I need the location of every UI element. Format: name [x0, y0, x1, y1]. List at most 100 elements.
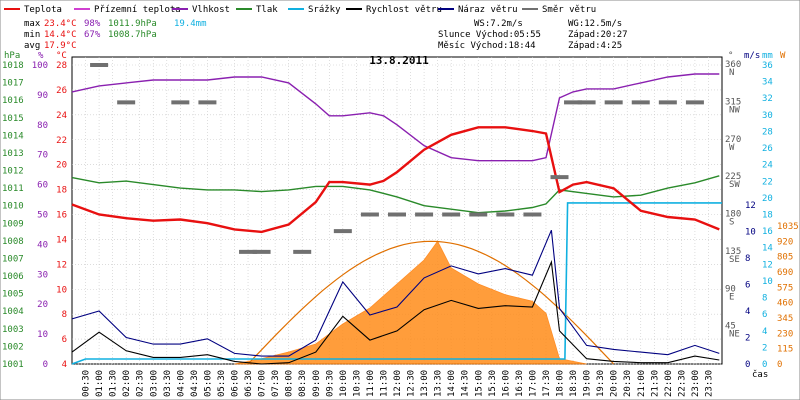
- x-tick-label: 13:30: [434, 370, 444, 397]
- y-tick-mm: 32: [762, 94, 773, 104]
- y-tick-hpa: 1013: [2, 149, 24, 159]
- x-tick-label: 19:00: [583, 370, 593, 397]
- y-tick-mm: 0: [762, 360, 767, 370]
- x-tick-label: 16:30: [515, 370, 525, 397]
- x-tick-label: 16:00: [501, 370, 511, 397]
- y-tick-hpa: 1011: [2, 184, 24, 194]
- stats-min-press: 1008.7hPa: [108, 30, 157, 40]
- y-tick-deg: 90: [725, 284, 736, 294]
- x-tick-label: 08:00: [285, 370, 295, 397]
- y-tick-mm: 34: [762, 78, 773, 88]
- stats-max-rain: 19.4mm: [174, 19, 207, 29]
- x-tick-label: 17:00: [528, 370, 538, 397]
- y-tick-w: 575: [777, 283, 793, 293]
- series-direction-mark: [496, 212, 515, 217]
- y-tick-c: 6: [62, 335, 67, 345]
- y-tick-c: 10: [56, 285, 67, 295]
- x-tick-label: 05:30: [217, 370, 227, 397]
- y-tick-ms: 12: [745, 201, 756, 211]
- legend-label-rychlost: Rychlost větru: [366, 5, 442, 15]
- series-direction-mark: [685, 100, 704, 105]
- series-direction-mark: [388, 212, 406, 217]
- x-tick-label: 13:00: [420, 370, 430, 397]
- y-tick-pct: 20: [37, 300, 48, 310]
- y-tick-deg: 315: [725, 97, 741, 107]
- stats-max-temp: 23.4°C: [44, 19, 77, 29]
- y-tick-w: 345: [777, 314, 793, 324]
- series-direction-mark: [117, 100, 136, 105]
- legend-label-prizemni: Přízemní teplota: [94, 5, 181, 15]
- legend: Teplota Přízemní teplota Vlhkost Tlak Sr…: [4, 5, 596, 15]
- y-tick-w: 920: [777, 237, 793, 247]
- y-tick-pct: 10: [37, 330, 48, 340]
- x-tick-label: 05:00: [203, 370, 213, 397]
- series-direction-mark: [631, 100, 650, 105]
- x-tick-label: 10:30: [352, 370, 362, 397]
- series-direction-mark: [415, 212, 434, 217]
- stats-avg-label: avg: [24, 41, 40, 51]
- y-tick-deg: 45: [725, 322, 736, 332]
- y-tick-pct: 90: [37, 91, 48, 101]
- info-ws: WS:7.2m/s: [474, 19, 523, 29]
- y-tick-c: 14: [56, 235, 67, 245]
- series-direction-mark: [658, 100, 677, 105]
- x-tick-label: 03:30: [163, 370, 173, 397]
- y-tick-ms: 10: [745, 228, 756, 238]
- x-tick-label: 01:00: [95, 370, 105, 397]
- series-wind-line: [71, 259, 720, 365]
- axis-units: hPa % °C ° m/s mm W: [4, 51, 786, 61]
- y-tick-mm: 16: [762, 227, 773, 237]
- axis-unit-c: °C: [56, 51, 67, 61]
- series-layer: [71, 63, 722, 365]
- wind-sun-info: WS:7.2m/s WG:12.5m/s Slunce Východ:05:55…: [438, 19, 628, 51]
- x-tick-label: 15:30: [488, 370, 498, 397]
- y-tick-mm: 20: [762, 194, 773, 204]
- x-tick-label: 14:30: [461, 370, 471, 397]
- axis-unit-hpa: hPa: [4, 51, 20, 61]
- y-tick-pct: 70: [37, 151, 48, 161]
- legend-label-smer: Směr větru: [542, 5, 596, 15]
- series-sun-curve: [247, 240, 615, 365]
- y-tick-ms: 0: [745, 360, 750, 370]
- x-tick-label: 21:30: [650, 370, 660, 397]
- x-tick-label: 01:30: [109, 370, 119, 397]
- x-tick-label: 04:30: [190, 370, 200, 397]
- y-tick-hpa: 1018: [2, 61, 24, 71]
- info-moon-set: Západ:4:25: [568, 41, 622, 51]
- y-tick-w: 805: [777, 253, 793, 263]
- stats-max-label: max: [24, 19, 41, 29]
- y-tick-hpa: 1004: [2, 307, 24, 317]
- x-tick-label: 22:00: [664, 370, 674, 397]
- y-tick-deg: 270: [725, 135, 741, 145]
- y-tick-mm: 4: [762, 327, 767, 337]
- y-tick-ms: 4: [745, 307, 750, 317]
- x-tick-label: 08:30: [298, 370, 308, 397]
- y-tick-hpa: 1017: [2, 79, 24, 89]
- y-tick-mm: 26: [762, 144, 773, 154]
- x-tick-label: 18:00: [556, 370, 566, 397]
- y-tick-mm: 22: [762, 177, 773, 187]
- x-tick-label: 20:30: [623, 370, 633, 397]
- stats-max-press: 1011.9hPa: [108, 19, 157, 29]
- y-tick-mm: 24: [762, 161, 773, 171]
- x-tick-label: 11:00: [366, 370, 376, 397]
- y-tick-dir: N: [729, 68, 734, 78]
- x-tick-label: 19:30: [596, 370, 606, 397]
- series-direction-mark: [604, 100, 623, 105]
- series-direction-mark: [252, 249, 271, 254]
- x-tick-label: 12:30: [407, 370, 417, 397]
- series-direction-mark: [469, 212, 488, 217]
- x-axis-label: čas: [752, 369, 768, 380]
- y-tick-mm: 6: [762, 310, 767, 320]
- series-pressure-line: [71, 175, 720, 214]
- stats-block: max 23.4°C 98% 1011.9hPa 19.4mm min 14.4…: [24, 19, 207, 51]
- y-tick-w: 115: [777, 345, 793, 355]
- y-tick-c: 24: [56, 111, 67, 121]
- series-humidity-line: [71, 73, 720, 162]
- stats-max-hum: 98%: [84, 19, 101, 29]
- y-tick-deg: 135: [725, 247, 741, 257]
- y-tick-c: 20: [56, 161, 67, 171]
- y-tick-mm: 10: [762, 277, 773, 287]
- y-tick-c: 22: [56, 136, 67, 146]
